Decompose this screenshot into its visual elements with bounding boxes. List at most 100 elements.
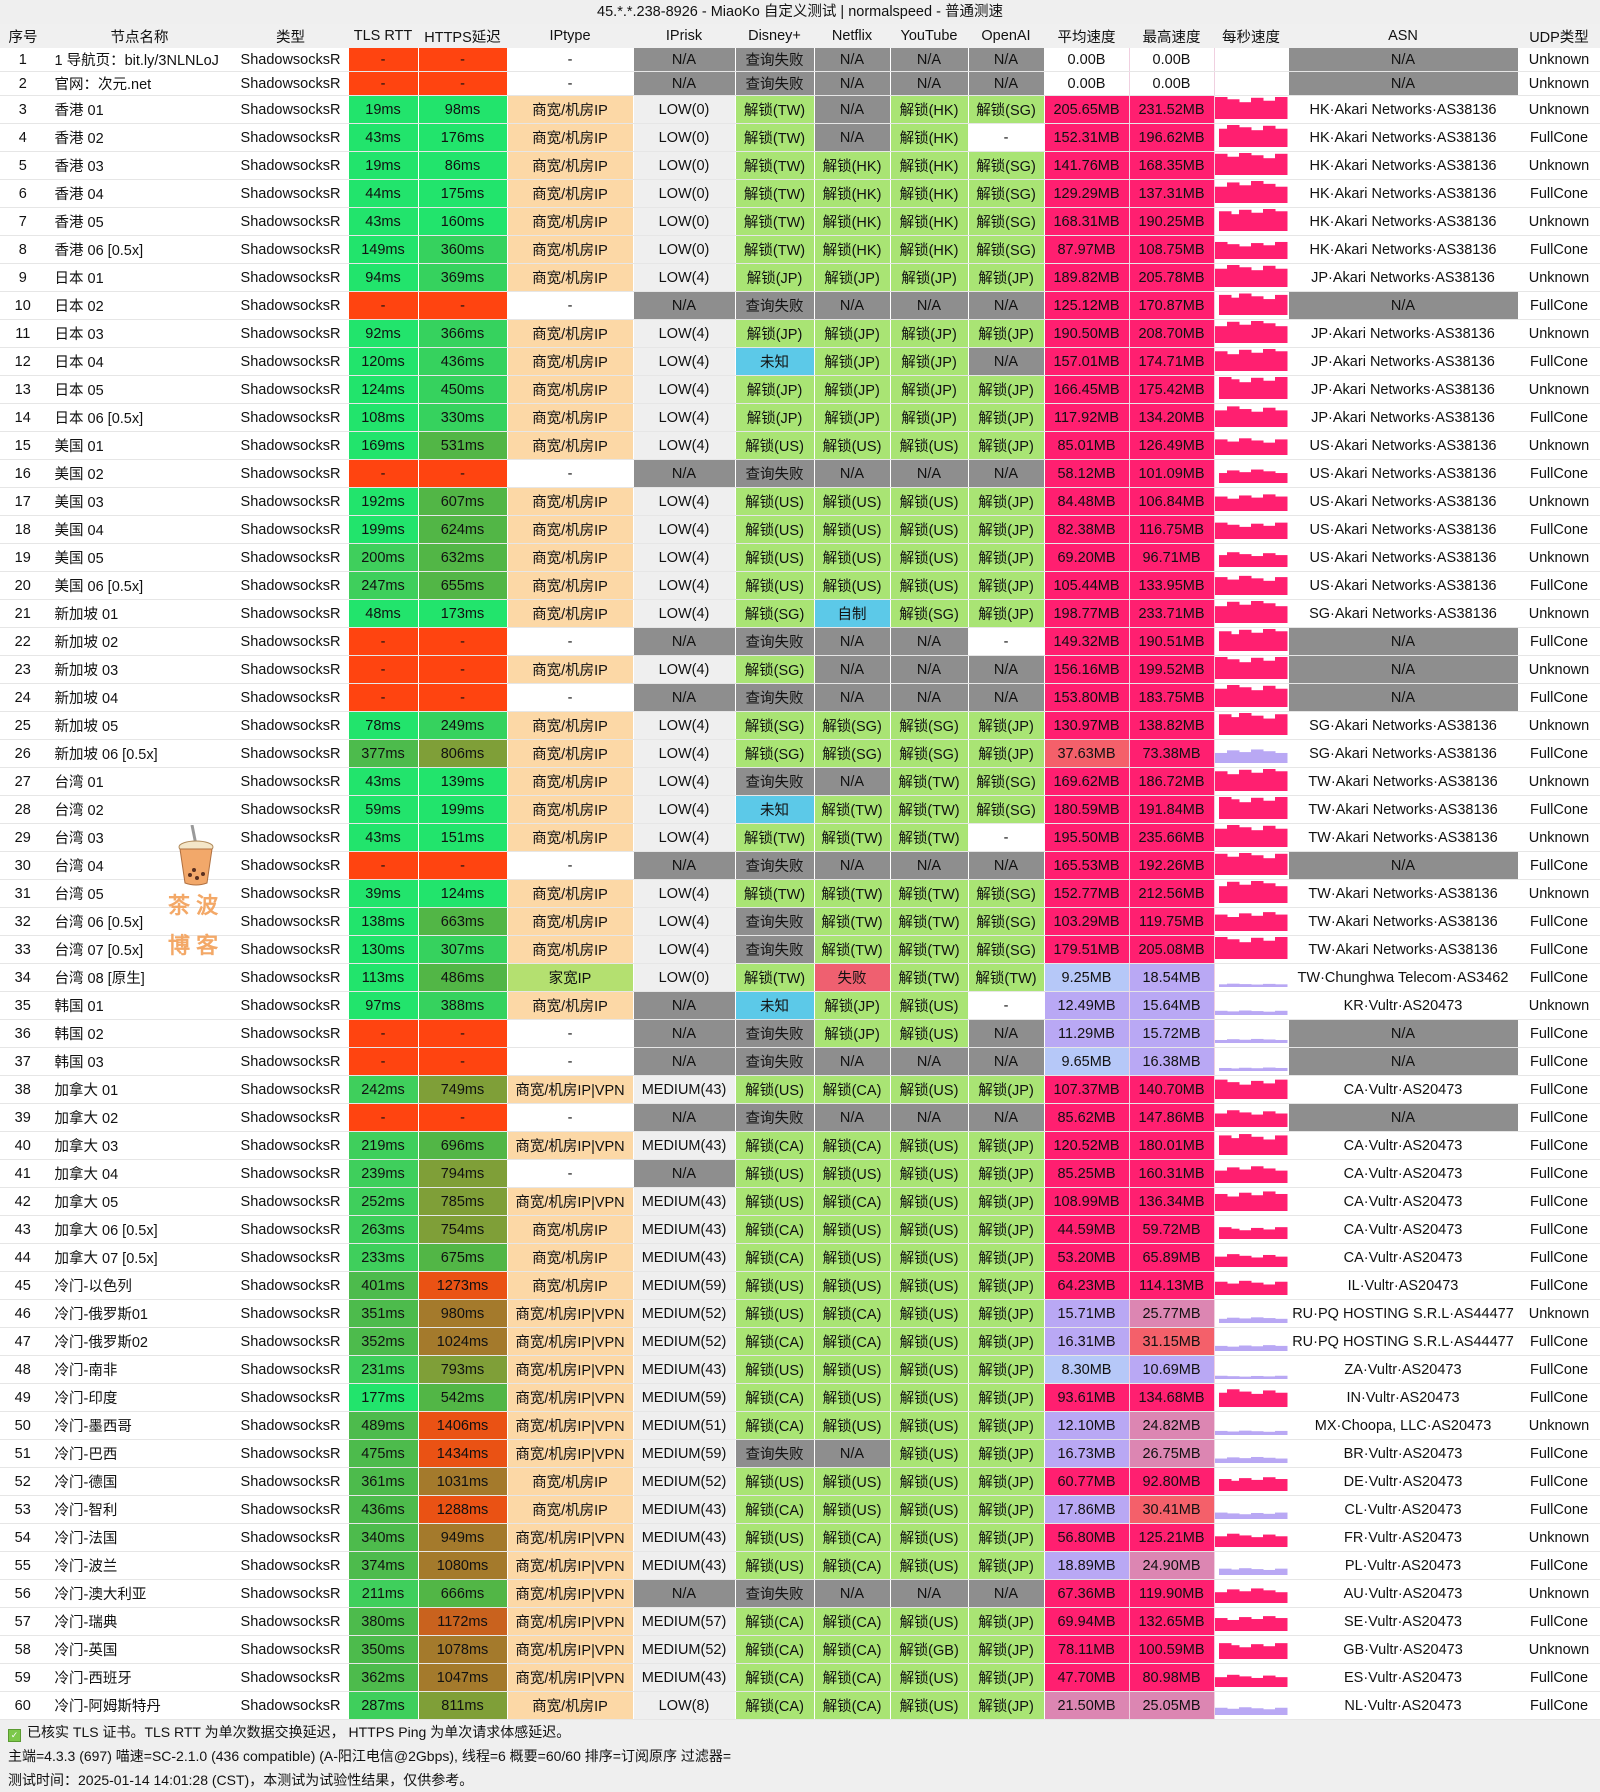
- speed-bar: [1262, 660, 1275, 679]
- table-row[interactable]: 30 台湾 04 ShadowsocksR - - - N/A 查询失败 N/A N/A N/A 16…: [0, 851, 1600, 880]
- table-row[interactable]: 4 香港 02 ShadowsocksR 43ms 176ms 商宽/机房IP LOW(0)…: [0, 123, 1600, 152]
- table-row[interactable]: 7 香港 05 ShadowsocksR 43ms 160ms 商宽/机房IP LOW(0)…: [0, 207, 1600, 236]
- cell-udp-type: FullCone: [1518, 1271, 1600, 1300]
- table-row[interactable]: 46 冷门-俄罗斯01 ShadowsocksR 351ms 980ms 商宽/机房IP|…: [0, 1299, 1600, 1328]
- table-row[interactable]: 5 香港 03 ShadowsocksR 19ms 86ms 商宽/机房IP LOW(0) 解…: [0, 151, 1600, 180]
- table-row[interactable]: 32 台湾 06 [0.5x] ShadowsocksR 138ms 663ms 商宽/机…: [0, 907, 1600, 936]
- cell-avg-speed: 12.10MB: [1044, 1411, 1130, 1440]
- cell-openai: 解锁(JP): [968, 1215, 1045, 1244]
- table-row[interactable]: 26 新加坡 06 [0.5x] ShadowsocksR 377ms 806ms 商宽/…: [0, 739, 1600, 768]
- table-row[interactable]: 29 台湾 03 ShadowsocksR 43ms 151ms 商宽/机房IP LOW(4…: [0, 823, 1600, 852]
- table-row[interactable]: 57 冷门-瑞典 ShadowsocksR 380ms 1172ms 商宽/机房IP|VP…: [0, 1607, 1600, 1636]
- column-header-ip-risk[interactable]: IPrisk: [633, 24, 735, 48]
- cell-asn: JP·Akari Networks·AS38136: [1288, 347, 1519, 376]
- table-row[interactable]: 45 冷门-以色列 ShadowsocksR 401ms 1273ms 商宽/机房IP ME…: [0, 1271, 1600, 1300]
- cell-tls-rtt: 130ms: [348, 935, 419, 964]
- table-row[interactable]: 39 加拿大 02 ShadowsocksR - - - N/A 查询失败 N/A N/A N/A 8…: [0, 1103, 1600, 1132]
- table-row[interactable]: 13 日本 05 ShadowsocksR 124ms 450ms 商宽/机房IP LOW(…: [0, 375, 1600, 404]
- table-row[interactable]: 47 冷门-俄罗斯02 ShadowsocksR 352ms 1024ms 商宽/机房IP…: [0, 1327, 1600, 1356]
- column-header-ip-type[interactable]: IPtype: [507, 24, 633, 48]
- table-row[interactable]: 52 冷门-德国 ShadowsocksR 361ms 1031ms 商宽/机房IP MED…: [0, 1467, 1600, 1496]
- table-row[interactable]: 9 日本 01 ShadowsocksR 94ms 369ms 商宽/机房IP LOW(4)…: [0, 263, 1600, 292]
- table-row[interactable]: 40 加拿大 03 ShadowsocksR 219ms 696ms 商宽/机房IP|VP…: [0, 1131, 1600, 1160]
- table-row[interactable]: 37 韩国 03 ShadowsocksR - - - N/A 查询失败 N/A N/A N/A 9.…: [0, 1047, 1600, 1076]
- cell-max-speed: 205.78MB: [1129, 263, 1215, 292]
- table-row[interactable]: 2 官网：次元.net ShadowsocksR - - - N/A 查询失败 N/A N/A N/…: [0, 71, 1600, 96]
- table-row[interactable]: 38 加拿大 01 ShadowsocksR 242ms 749ms 商宽/机房IP|VP…: [0, 1075, 1600, 1104]
- table-row[interactable]: 55 冷门-波兰 ShadowsocksR 374ms 1080ms 商宽/机房IP|VP…: [0, 1551, 1600, 1580]
- cell-node-name: 台湾 03: [46, 823, 234, 852]
- cell-udp-type: FullCone: [1518, 179, 1600, 208]
- table-row[interactable]: 54 冷门-法国 ShadowsocksR 340ms 949ms 商宽/机房IP|VPN…: [0, 1523, 1600, 1552]
- column-header-tls-rtt[interactable]: TLS RTT: [348, 24, 418, 48]
- cell-netflix: 解锁(JP): [814, 319, 891, 348]
- speed-bar: [1250, 1431, 1263, 1435]
- cell-ip-type: 商宽/机房IP: [507, 319, 634, 348]
- column-header-openai[interactable]: OpenAI: [968, 24, 1044, 48]
- table-row[interactable]: 28 台湾 02 ShadowsocksR 59ms 199ms 商宽/机房IP LOW(4…: [0, 795, 1600, 824]
- table-row[interactable]: 53 冷门-智利 ShadowsocksR 436ms 1288ms 商宽/机房IP MED…: [0, 1495, 1600, 1524]
- table-row[interactable]: 21 新加坡 01 ShadowsocksR 48ms 173ms 商宽/机房IP LOW(…: [0, 599, 1600, 628]
- cell-type: ShadowsocksR: [233, 459, 349, 488]
- table-row[interactable]: 56 冷门-澳大利亚 ShadowsocksR 211ms 666ms 商宽/机房IP|V…: [0, 1579, 1600, 1608]
- table-row[interactable]: 16 美国 02 ShadowsocksR - - - N/A 查询失败 N/A N/A N/A 58…: [0, 459, 1600, 488]
- column-header-avg-speed[interactable]: 平均速度: [1044, 24, 1129, 48]
- table-row[interactable]: 59 冷门-西班牙 ShadowsocksR 362ms 1047ms 商宽/机房IP|V…: [0, 1663, 1600, 1692]
- table-row[interactable]: 20 美国 06 [0.5x] ShadowsocksR 247ms 655ms 商宽/机…: [0, 571, 1600, 600]
- table-row[interactable]: 58 冷门-英国 ShadowsocksR 350ms 1078ms 商宽/机房IP|VP…: [0, 1635, 1600, 1664]
- table-row[interactable]: 44 加拿大 07 [0.5x] ShadowsocksR 233ms 675ms 商宽/…: [0, 1243, 1600, 1272]
- table-row[interactable]: 48 冷门-南非 ShadowsocksR 231ms 793ms 商宽/机房IP|VPN…: [0, 1355, 1600, 1384]
- column-header-index[interactable]: 序号: [0, 24, 46, 48]
- table-row[interactable]: 24 新加坡 04 ShadowsocksR - - - N/A 查询失败 N/A N/A N/A 1…: [0, 683, 1600, 712]
- table-row[interactable]: 22 新加坡 02 ShadowsocksR - - - N/A 查询失败 N/A N/A -149…: [0, 627, 1600, 656]
- speed-bar: [1214, 1458, 1227, 1463]
- speed-bar: [1250, 181, 1263, 203]
- column-header-node-name[interactable]: 节点名称: [46, 24, 233, 48]
- table-row[interactable]: 12 日本 04 ShadowsocksR 120ms 436ms 商宽/机房IP LOW(…: [0, 347, 1600, 376]
- column-header-udp-type[interactable]: UDP类型: [1518, 24, 1600, 48]
- column-header-asn[interactable]: ASN: [1288, 24, 1518, 48]
- column-header-youtube[interactable]: YouTube: [890, 24, 968, 48]
- table-row[interactable]: 17 美国 03 ShadowsocksR 192ms 607ms 商宽/机房IP LOW(…: [0, 487, 1600, 516]
- cell-ip-risk: LOW(4): [633, 319, 736, 348]
- table-row[interactable]: 19 美国 05 ShadowsocksR 200ms 632ms 商宽/机房IP LOW(…: [0, 543, 1600, 572]
- table-row[interactable]: 43 加拿大 06 [0.5x] ShadowsocksR 263ms 754ms 商宽/…: [0, 1215, 1600, 1244]
- table-row[interactable]: 49 冷门-印度 ShadowsocksR 177ms 542ms 商宽/机房IP|VPN…: [0, 1383, 1600, 1412]
- table-row[interactable]: 3 香港 01 ShadowsocksR 19ms 98ms 商宽/机房IP LOW(0) 解…: [0, 95, 1600, 124]
- column-header-https-latency[interactable]: HTTPS延迟: [418, 24, 507, 48]
- table-row[interactable]: 25 新加坡 05 ShadowsocksR 78ms 249ms 商宽/机房IP LOW(…: [0, 711, 1600, 740]
- table-row[interactable]: 42 加拿大 05 ShadowsocksR 252ms 785ms 商宽/机房IP|VP…: [0, 1187, 1600, 1216]
- column-header-type[interactable]: 类型: [233, 24, 348, 48]
- table-row[interactable]: 50 冷门-墨西哥 ShadowsocksR 489ms 1406ms 商宽/机房IP|V…: [0, 1411, 1600, 1440]
- column-header-disney[interactable]: Disney+: [735, 24, 814, 48]
- table-row[interactable]: 23 新加坡 03 ShadowsocksR - - 商宽/机房IP LOW(4) 解锁(SG…: [0, 655, 1600, 684]
- table-row[interactable]: 60 冷门-阿姆斯特丹 ShadowsocksR 287ms 811ms 商宽/机房IP L…: [0, 1691, 1600, 1720]
- table-row[interactable]: 15 美国 01 ShadowsocksR 169ms 531ms 商宽/机房IP LOW(…: [0, 431, 1600, 460]
- speed-bar: [1226, 799, 1239, 819]
- table-row[interactable]: 27 台湾 01 ShadowsocksR 43ms 139ms 商宽/机房IP LOW(4…: [0, 767, 1600, 796]
- table-row[interactable]: 14 日本 06 [0.5x] ShadowsocksR 108ms 330ms 商宽/机…: [0, 403, 1600, 432]
- table-row[interactable]: 35 韩国 01 ShadowsocksR 97ms 388ms 商宽/机房IP N/A 未知…: [0, 991, 1600, 1020]
- table-row[interactable]: 31 台湾 05 ShadowsocksR 39ms 124ms 商宽/机房IP LOW(4…: [0, 879, 1600, 908]
- table-row[interactable]: 34 台湾 08 [原生] ShadowsocksR 113ms 486ms 家宽IP LO…: [0, 963, 1600, 992]
- column-header-max-speed[interactable]: 最高速度: [1129, 24, 1214, 48]
- table-row[interactable]: 8 香港 06 [0.5x] ShadowsocksR 149ms 360ms 商宽/机房…: [0, 235, 1600, 264]
- table-row[interactable]: 33 台湾 07 [0.5x] ShadowsocksR 130ms 307ms 商宽/机…: [0, 935, 1600, 964]
- table-row[interactable]: 10 日本 02 ShadowsocksR - - - N/A 查询失败 N/A N/A N/A 12…: [0, 291, 1600, 320]
- cell-ip-risk: LOW(4): [633, 823, 736, 852]
- column-header-per-second-speed[interactable]: 每秒速度: [1214, 24, 1288, 48]
- speed-bar: [1250, 1456, 1263, 1463]
- table-row[interactable]: 18 美国 04 ShadowsocksR 199ms 624ms 商宽/机房IP LOW(…: [0, 515, 1600, 544]
- cell-avg-speed: 69.20MB: [1044, 543, 1130, 572]
- table-row[interactable]: 11 日本 03 ShadowsocksR 92ms 366ms 商宽/机房IP LOW(4…: [0, 319, 1600, 348]
- speed-bar: [1238, 1255, 1251, 1267]
- speed-bar: [1274, 496, 1287, 511]
- column-header-netflix[interactable]: Netflix: [814, 24, 890, 48]
- cell-https-latency: 1024ms: [418, 1327, 508, 1356]
- table-row[interactable]: 51 冷门-巴西 ShadowsocksR 475ms 1434ms 商宽/机房IP|VP…: [0, 1439, 1600, 1468]
- table-row[interactable]: 41 加拿大 04 ShadowsocksR 239ms 794ms - N/A 解锁(US)…: [0, 1159, 1600, 1188]
- table-row[interactable]: 6 香港 04 ShadowsocksR 44ms 175ms 商宽/机房IP LOW(0)…: [0, 179, 1600, 208]
- cell-max-speed: 106.84MB: [1129, 487, 1215, 516]
- table-row[interactable]: 36 韩国 02 ShadowsocksR - - - N/A 查询失败 解锁(JP) 解锁(US…: [0, 1019, 1600, 1048]
